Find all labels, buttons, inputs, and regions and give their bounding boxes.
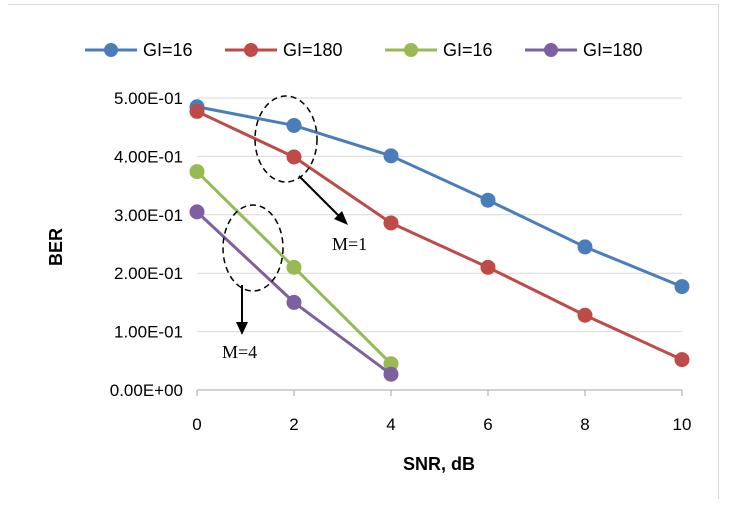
data-point: [286, 149, 302, 165]
chart-frame: [8, 4, 719, 499]
legend-label: GI=16: [443, 40, 493, 60]
y-tick-label: 3.00E-01: [114, 206, 183, 225]
y-axis-title: BER: [46, 228, 66, 266]
x-tick-label: 6: [483, 415, 492, 434]
legend-marker: [544, 43, 558, 57]
annotation-label: M=1: [332, 234, 367, 254]
x-tick-label: 10: [673, 415, 692, 434]
data-point: [383, 148, 399, 164]
legend-label: GI=180: [583, 40, 643, 60]
data-point: [674, 352, 690, 368]
x-tick-label: 0: [192, 415, 201, 434]
y-tick-label: 0.00E+00: [110, 381, 183, 400]
legend-marker: [404, 43, 418, 57]
data-point: [286, 117, 302, 133]
data-point: [480, 259, 496, 275]
x-tick-label: 8: [580, 415, 589, 434]
data-point: [189, 164, 205, 180]
data-point: [383, 366, 399, 382]
data-point: [480, 192, 496, 208]
x-tick-label: 2: [289, 415, 298, 434]
data-point: [189, 204, 205, 220]
annotation-ellipse: [254, 95, 318, 183]
annotation-ellipse: [222, 204, 284, 292]
data-point: [577, 307, 593, 323]
annotation-arrowhead: [334, 211, 348, 225]
series-line: [196, 110, 683, 361]
data-point: [577, 239, 593, 255]
grid-lines: [197, 97, 682, 333]
data-point: [286, 259, 302, 275]
legend: GI=16 GI=180 GI=16 GI=180: [85, 40, 643, 60]
y-tick-label: 4.00E-01: [114, 147, 183, 166]
y-tick-label: 2.00E-01: [114, 264, 183, 283]
data-point: [189, 103, 205, 119]
data-point: [286, 294, 302, 310]
legend-marker: [104, 43, 118, 57]
data-point: [383, 215, 399, 231]
x-axis-title: SNR, dB: [403, 454, 475, 474]
annotations: M=1 M=4: [222, 95, 367, 362]
x-tick-label: 4: [386, 415, 395, 434]
axes: 0.00E+00 1.00E-01 2.00E-01 3.00E-01 4.00E-01…: [110, 89, 692, 434]
annotation-label: M=4: [222, 342, 257, 362]
data-point: [674, 279, 690, 295]
legend-marker: [244, 43, 258, 57]
legend-label: GI=180: [283, 40, 343, 60]
series-line: [196, 105, 683, 289]
annotation-arrow: [298, 175, 342, 219]
legend-label: GI=16: [143, 40, 193, 60]
y-tick-label: 5.00E-01: [114, 89, 183, 108]
y-tick-label: 1.00E-01: [114, 323, 183, 342]
annotation-arrowhead: [236, 322, 248, 335]
series-lines: [189, 99, 690, 382]
